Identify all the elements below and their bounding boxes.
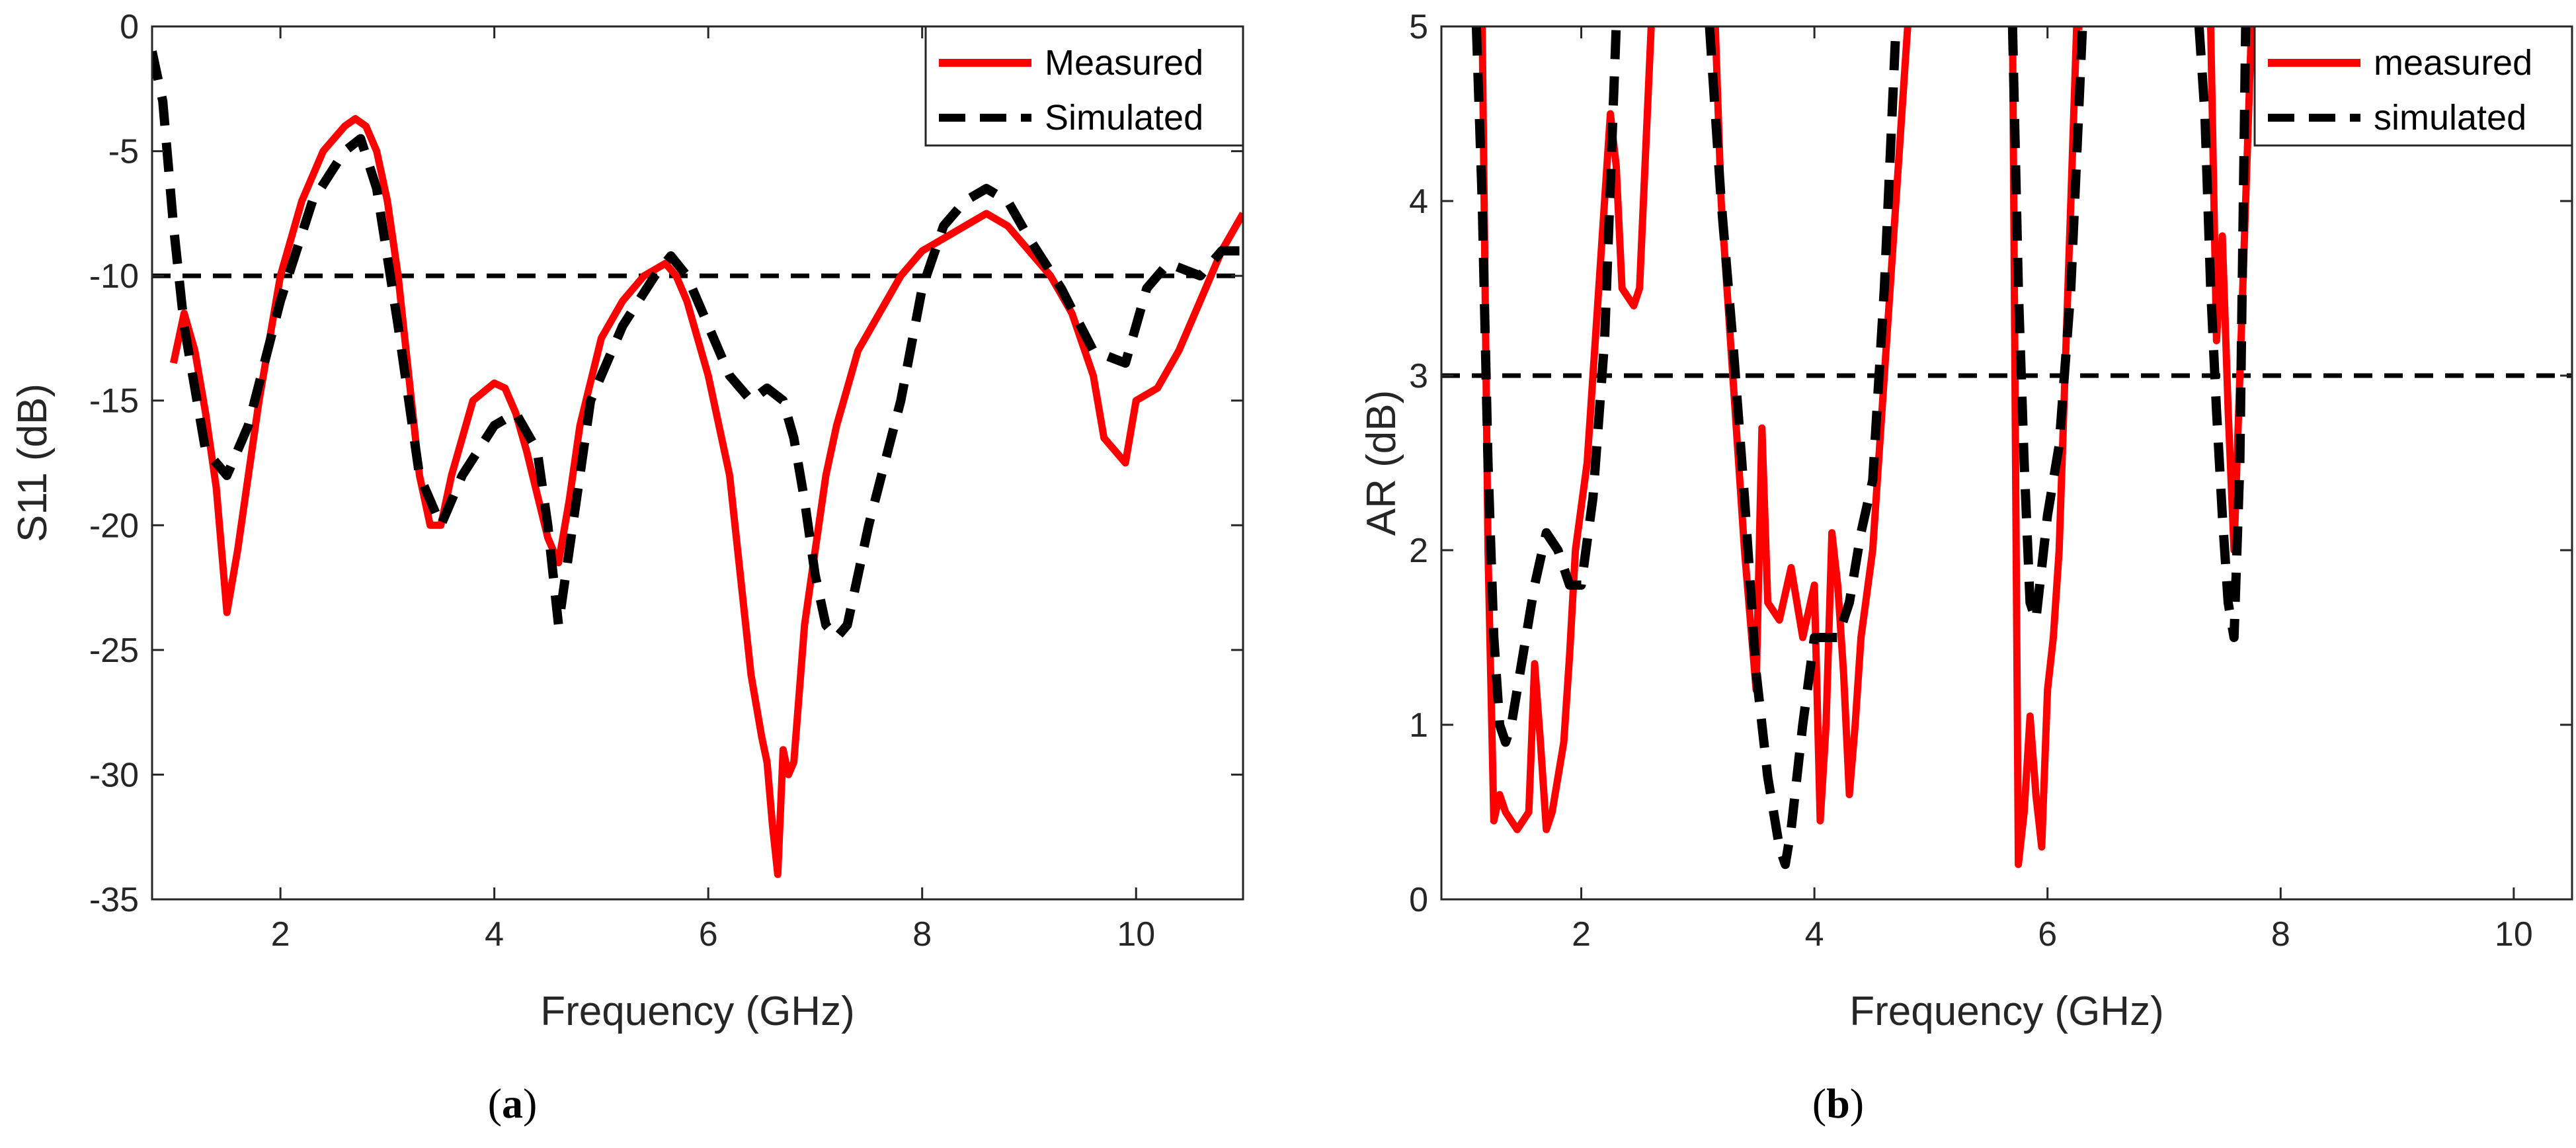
y-tick-label-a: -30 [89, 756, 139, 794]
legend-box-b [2253, 25, 2573, 147]
y-tick-label-b: 4 [1409, 183, 1428, 221]
series-measured-line-b-seg0 [1478, 26, 1655, 833]
legend-a: Measured Simulated [924, 25, 1244, 147]
panel-a-s11-chart: Measured Simulated Frequency (GHz) S11 (… [10, 8, 1244, 1127]
y-tick-label-a: -25 [89, 632, 139, 670]
plot-area-a [152, 26, 1243, 899]
legend-label-measured-a: Measured [1045, 43, 1203, 83]
x-tick-label-b: 2 [1572, 915, 1591, 954]
x-axis-label-b: Frequency (GHz) [1849, 989, 2163, 1034]
legend-label-simulated-b: simulated [2374, 98, 2526, 138]
y-tick-label-b: 5 [1409, 8, 1428, 46]
x-tick-label-b: 6 [2038, 915, 2057, 954]
y-axis-label-b: AR (dB) [1359, 390, 1404, 536]
y-tick-label-a: -10 [89, 257, 139, 296]
y-tick-label-a: -5 [108, 133, 139, 171]
x-tick-label-a: 8 [912, 915, 932, 954]
caption-a: (a) [488, 1080, 538, 1127]
y-tick-label-b: 0 [1409, 881, 1428, 919]
series-simulated-line-b-seg3 [2194, 26, 2251, 642]
panel-b-ar-chart: measured simulated Frequency (GHz) AR (d… [1359, 8, 2573, 1127]
y-tick-label-b: 2 [1409, 532, 1428, 570]
x-tick-label-b: 8 [2271, 915, 2290, 954]
y-tick-label-a: -15 [89, 382, 139, 421]
x-tick-label-a: 6 [699, 915, 718, 954]
plot-frame-b [1440, 25, 2573, 901]
x-tick-label-a: 10 [1117, 915, 1155, 954]
plot-area-b [1441, 26, 2572, 899]
legend-b: measured simulated [2253, 25, 2573, 147]
legend-label-simulated-a: Simulated [1045, 98, 1203, 138]
legend-label-measured-b: measured [2374, 43, 2532, 83]
y-axis-label-a: S11 (dB) [10, 384, 56, 542]
y-tick-label-a: -20 [89, 507, 139, 545]
y-tick-label-a: -35 [89, 881, 139, 919]
x-tick-label-a: 4 [485, 915, 504, 954]
plot-frame-a [151, 25, 1244, 901]
series-simulated-line-a [152, 50, 1243, 642]
x-tick-label-b: 4 [1805, 915, 1824, 954]
series-measured-line-a [170, 115, 1243, 878]
x-tick-label-a: 2 [271, 915, 290, 954]
caption-b: (b) [1812, 1080, 1864, 1127]
y-tick-label-a: 0 [120, 8, 139, 46]
series-measured-line-b-seg2 [2009, 26, 2083, 868]
x-axis-label-a: Frequency (GHz) [540, 989, 854, 1034]
series-simulated-line-b-seg1 [1705, 26, 1901, 870]
y-tick-label-b: 3 [1409, 357, 1428, 395]
x-tick-label-b: 10 [2495, 915, 2533, 954]
series-simulated-line-b-seg0 [1471, 26, 1621, 747]
legend-box-a [924, 25, 1244, 147]
y-tick-label-b: 1 [1409, 706, 1428, 745]
